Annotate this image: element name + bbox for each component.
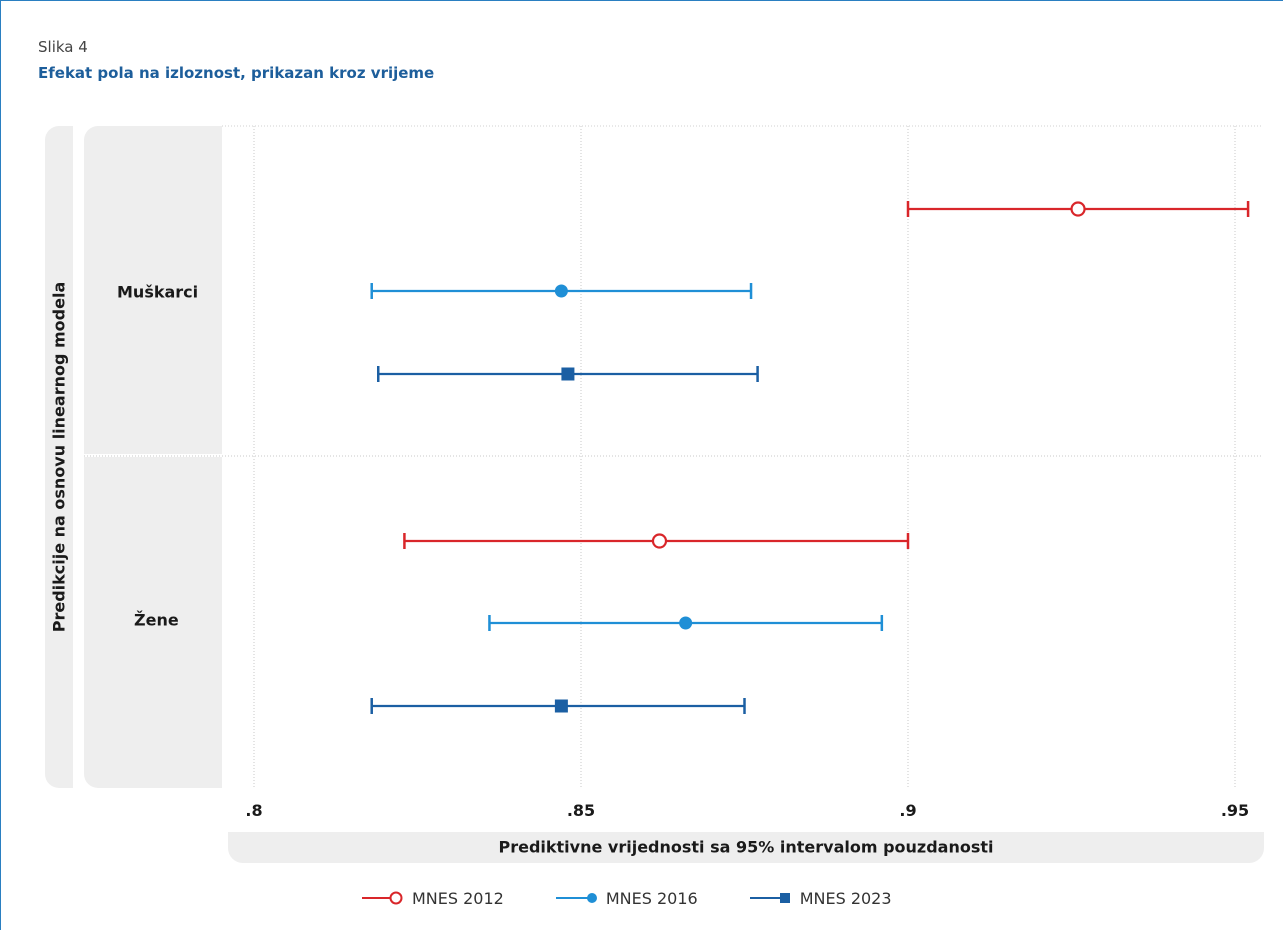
figure-label: Slika 4 [38, 38, 88, 56]
x-axis-label: Prediktivne vrijednosti sa 95% intervalo… [498, 837, 994, 857]
plot-area [222, 126, 1262, 788]
legend: MNES 2012 MNES 2016 MNES 2023 [360, 886, 892, 910]
point-marker [554, 284, 568, 298]
group-label-zene: Žene [134, 610, 179, 630]
legend-label-2012: MNES 2012 [412, 888, 504, 908]
x-tick-label: .9 [899, 801, 916, 820]
figure-title: Efekat pola na izloznost, prikazan kroz … [38, 64, 435, 82]
point-marker [1070, 201, 1086, 217]
group-label-muskarci: Muškarci [117, 282, 199, 302]
legend-label-2023: MNES 2023 [799, 888, 892, 908]
group-strip-zene [84, 457, 222, 788]
point-marker [651, 533, 668, 549]
legend-marker-2016 [555, 893, 597, 903]
x-tick-label: .8 [245, 801, 262, 820]
y-axis-label-strip [45, 126, 73, 788]
point-marker [679, 616, 693, 630]
legend-label-2016: MNES 2016 [605, 888, 698, 908]
point-marker [561, 367, 575, 381]
x-tick-label: .85 [567, 801, 595, 820]
legend-item-2012: MNES 2012 [360, 888, 504, 908]
group-strip-muskarci [84, 126, 222, 454]
point-marker [554, 699, 568, 713]
legend-marker-2023 [749, 893, 790, 903]
legend-marker-2012 [362, 891, 403, 905]
x-tick-label: .95 [1221, 801, 1249, 820]
legend-item-2023: MNES 2023 [748, 888, 892, 908]
x-axis-label-strip [228, 832, 1264, 863]
legend-item-2016: MNES 2016 [554, 888, 698, 908]
